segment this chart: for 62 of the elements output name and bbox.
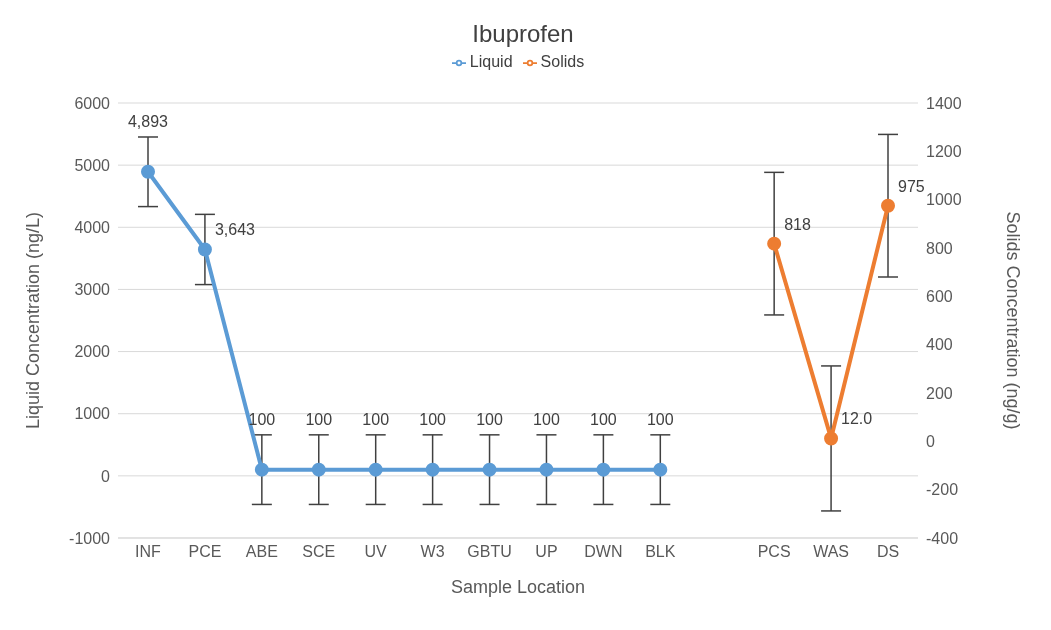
point xyxy=(653,462,668,477)
y-tick-label: 4000 xyxy=(74,218,111,236)
x-axis-title: Sample Location xyxy=(450,577,586,597)
y2-tick-label: 800 xyxy=(926,239,953,257)
y-tick-label: 0 xyxy=(101,467,111,485)
point xyxy=(425,462,440,477)
point xyxy=(539,462,554,477)
x-tick-label: DWN xyxy=(584,543,623,561)
legend-label: Liquid xyxy=(469,53,513,70)
data-label: 12.0 xyxy=(841,410,873,428)
x-tick-label: ABE xyxy=(245,543,278,561)
data-label: 3,643 xyxy=(214,221,256,239)
x-tick-label: INF xyxy=(135,543,162,561)
y-tick-label: 6000 xyxy=(74,94,111,112)
x-tick-label: GBTU xyxy=(467,543,512,561)
point xyxy=(596,462,611,477)
point xyxy=(482,462,497,477)
x-tick-label: W3 xyxy=(420,543,445,561)
legend-label: Solids xyxy=(540,53,585,70)
point xyxy=(824,431,839,446)
point xyxy=(141,164,155,179)
data-label: 4,893 xyxy=(127,112,169,130)
x-tick-label: WAS xyxy=(813,543,850,561)
x-tick-label: UP xyxy=(535,543,558,561)
data-label: 975 xyxy=(898,177,925,195)
y2-axis-title: Solids Concentration (ng/g) xyxy=(1002,211,1023,430)
y2-tick-label: 1000 xyxy=(926,191,962,209)
x-tick-label: PCE xyxy=(188,543,222,561)
y-tick-label: 3000 xyxy=(74,281,111,299)
y2-tick-label: 0 xyxy=(926,433,935,451)
point xyxy=(254,462,269,477)
y2-tick-label: 200 xyxy=(926,384,953,402)
x-tick-label: DS xyxy=(876,543,900,561)
point xyxy=(881,198,895,213)
y-axis-title: Liquid Concentration (ng/L) xyxy=(23,211,44,430)
y2-tick-label: -400 xyxy=(926,529,959,547)
data-label: 100 xyxy=(305,410,333,428)
point xyxy=(767,236,782,251)
data-label: 100 xyxy=(476,410,503,428)
x-tick-label: BLK xyxy=(645,543,676,561)
y2-tick-label: -200 xyxy=(926,481,959,499)
y2-tick-label: 1200 xyxy=(926,143,962,161)
data-label: 100 xyxy=(590,410,617,428)
y-tick-label: -1000 xyxy=(69,529,111,547)
y-tick-label: 5000 xyxy=(74,156,111,174)
y-tick-label: 1000 xyxy=(74,405,111,423)
chart-title: Ibuprofen xyxy=(471,20,575,48)
data-label: 818 xyxy=(784,215,811,233)
point xyxy=(311,462,326,477)
y2-tick-label: 400 xyxy=(926,336,953,354)
data-label: 100 xyxy=(419,410,447,428)
point xyxy=(368,462,383,477)
y-tick-label: 2000 xyxy=(74,343,111,361)
x-tick-label: UV xyxy=(364,543,388,561)
data-label: 100 xyxy=(533,410,560,428)
x-tick-label: SCE xyxy=(302,543,336,561)
x-tick-label: PCS xyxy=(757,543,791,561)
y2-tick-label: 600 xyxy=(926,288,953,306)
y2-tick-label: 1400 xyxy=(926,94,962,112)
data-label: 100 xyxy=(646,410,674,428)
point xyxy=(197,242,212,257)
data-label: 100 xyxy=(362,410,390,428)
